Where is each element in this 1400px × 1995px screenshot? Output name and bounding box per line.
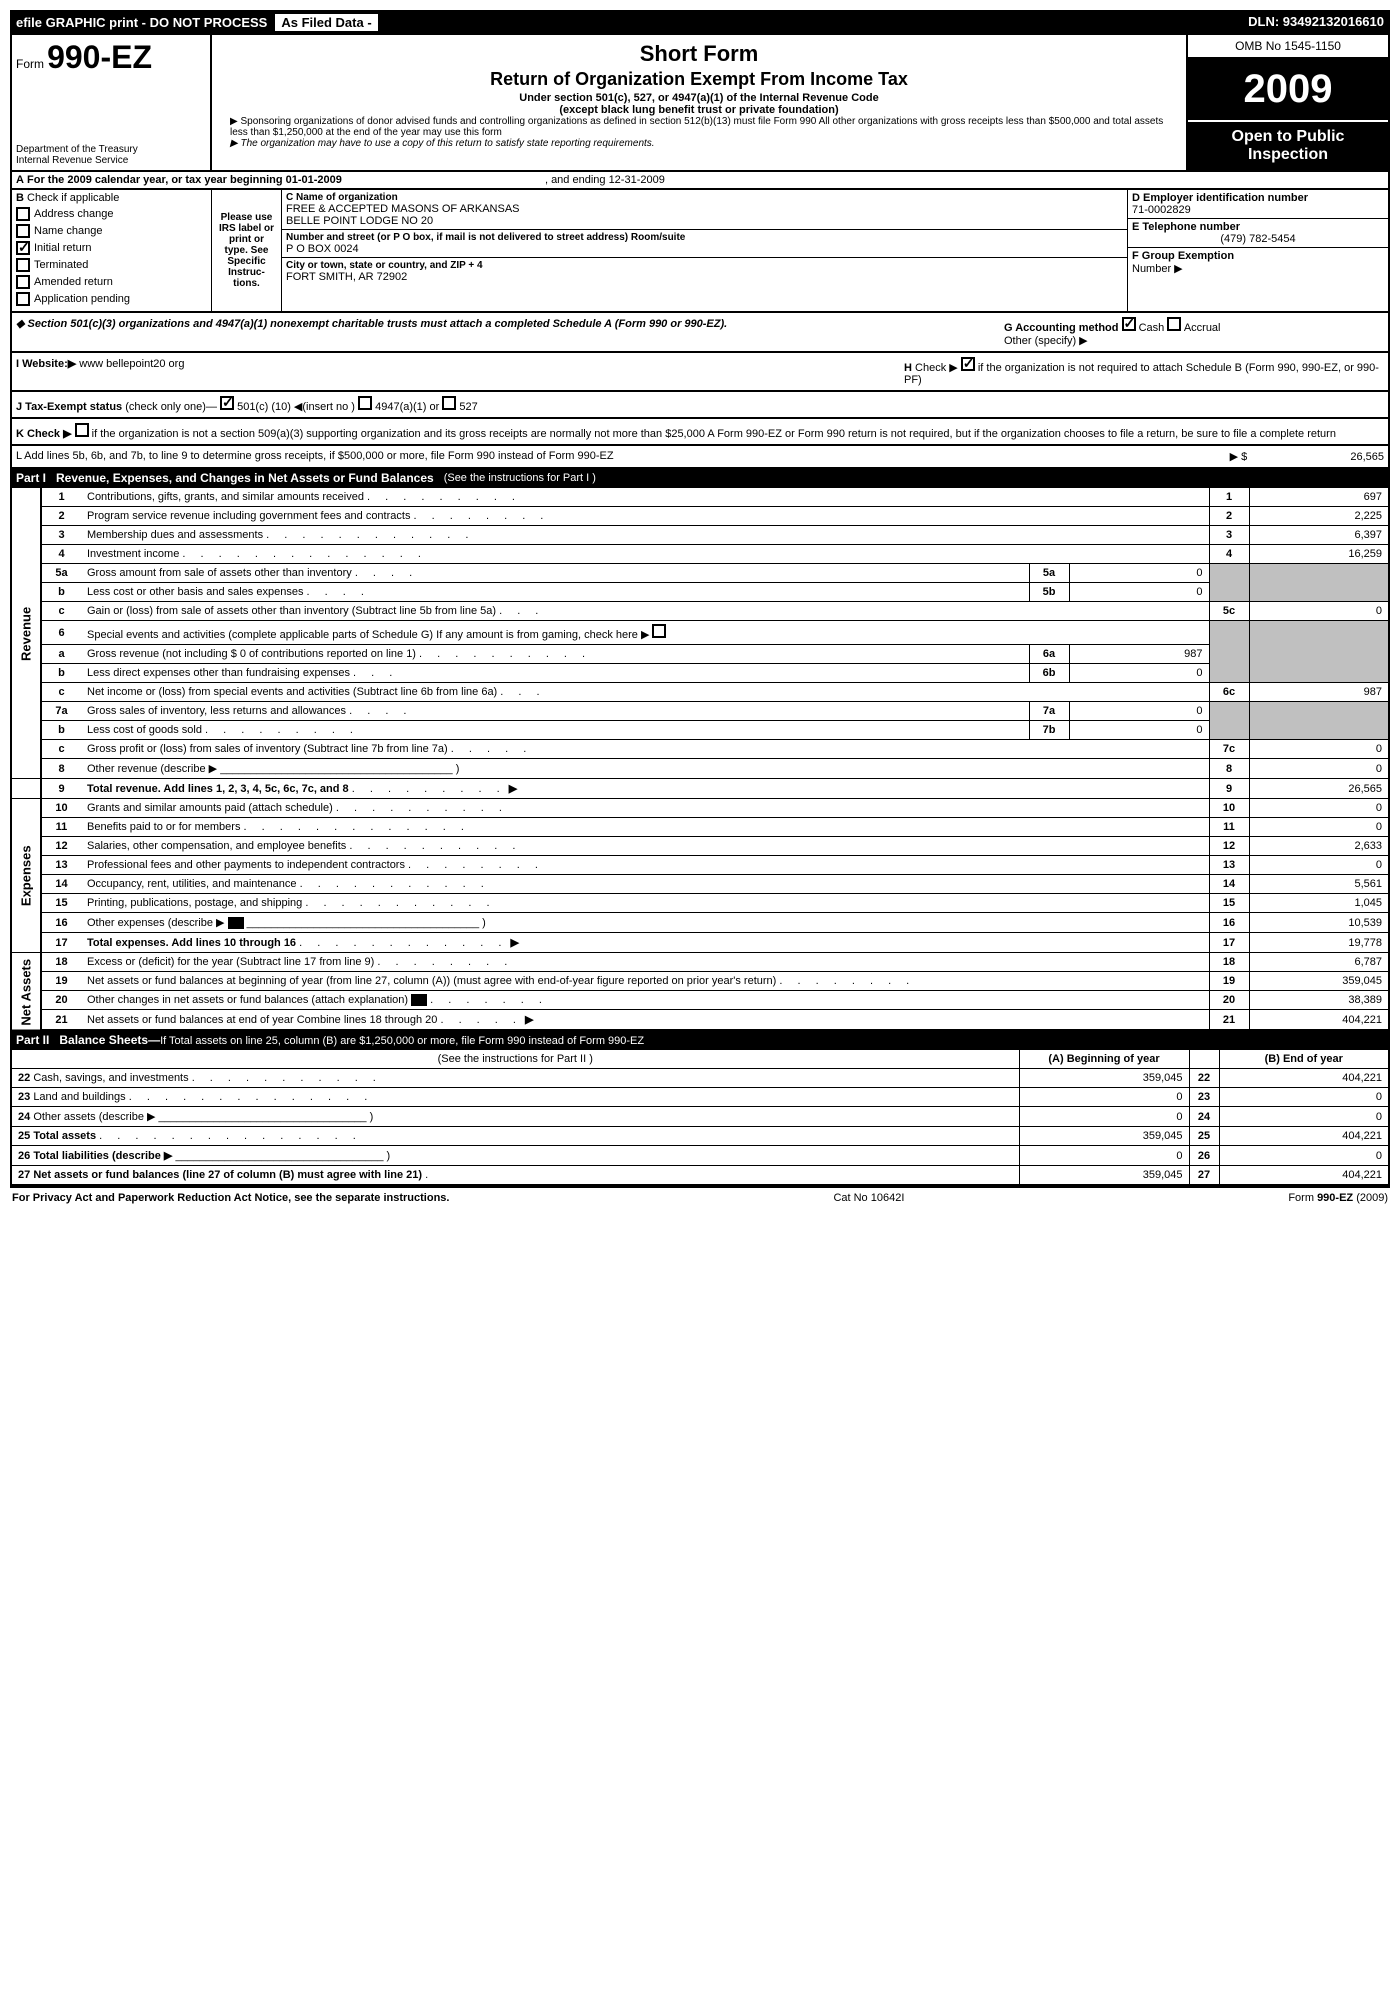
balance-table: (See the instructions for Part II )(A) B… [10,1049,1390,1186]
form-number: 990-EZ [47,39,152,75]
chk-terminated[interactable] [16,258,30,272]
chk-4947[interactable] [358,396,372,410]
part2-header: Part II Balance Sheets—If Total assets o… [10,1031,1390,1049]
note1: ▶ Sponsoring organizations of donor advi… [220,116,1178,138]
note2: ▶ The organization may have to use a cop… [220,138,1178,149]
right-cell: OMB No 1545-1150 2009 Open to Public Ins… [1188,35,1388,170]
chk-501c[interactable] [220,396,234,410]
tax-year: 2009 [1188,59,1388,120]
form-prefix: Form [16,57,44,71]
efile-label: efile GRAPHIC print - DO NOT PROCESS [16,15,267,30]
org-column: C Name of organization FREE & ACCEPTED M… [282,190,1128,311]
row-a: A For the 2009 calendar year, or tax yea… [10,172,1390,190]
info-k: K Check ▶ if the organization is not a s… [10,419,1390,446]
side-revenue: Revenue [11,488,41,779]
label-column: Please use IRS label or print or type. S… [212,190,282,311]
chk-cash[interactable] [1122,317,1136,331]
part1-table: Revenue 1Contributions, gifts, grants, a… [10,487,1390,1031]
main-title: Return of Organization Exempt From Incom… [220,69,1178,90]
short-form: Short Form [220,41,1178,67]
chk-name[interactable] [16,224,30,238]
footer: For Privacy Act and Paperwork Reduction … [10,1186,1390,1208]
dept-treasury: Department of the Treasury [16,144,206,155]
title-cell: Short Form Return of Organization Exempt… [212,35,1188,170]
chk-address[interactable] [16,207,30,221]
side-netassets: Net Assets [11,953,41,1031]
chk-527[interactable] [442,396,456,410]
form-cell: Form 990-EZ Department of the Treasury I… [12,35,212,170]
chk-h[interactable] [961,357,975,371]
form-990ez-page: efile GRAPHIC print - DO NOT PROCESS As … [0,0,1400,1218]
chk-pending[interactable] [16,292,30,306]
dln: DLN: 93492132016610 [1248,14,1384,31]
chk-amended[interactable] [16,275,30,289]
subtitle2: (except black lung benefit trust or priv… [220,104,1178,116]
info-website-h: I Website:▶ www bellepoint20 org H Check… [10,353,1390,392]
chk-initial[interactable] [16,241,30,255]
asfiled-box: As Filed Data - [275,14,377,31]
side-expenses: Expenses [11,799,41,953]
chk-k[interactable] [75,423,89,437]
dept-irs: Internal Revenue Service [16,155,206,166]
subtitle1: Under section 501(c), 527, or 4947(a)(1)… [220,92,1178,104]
chk-accrual[interactable] [1167,317,1181,331]
info-l: L Add lines 5b, 6b, and 7b, to line 9 to… [10,446,1390,469]
info-501c3: ◆ Section 501(c)(3) organizations and 49… [10,313,1390,353]
top-bar: efile GRAPHIC print - DO NOT PROCESS As … [10,10,1390,35]
open-public: Open to Public Inspection [1188,120,1388,170]
omb: OMB No 1545-1150 [1188,35,1388,59]
chk-gaming[interactable] [652,624,666,638]
attach-icon [228,917,244,929]
right-info-column: D Employer identification number 71-0002… [1128,190,1388,311]
info-j: J Tax-Exempt status (check only one)— 50… [10,392,1390,419]
checks-column: B Check if applicable Address change Nam… [12,190,212,311]
header: Form 990-EZ Department of the Treasury I… [10,35,1390,172]
part1-header: Part I Revenue, Expenses, and Changes in… [10,469,1390,487]
attach-icon [411,994,427,1006]
section-b: B Check if applicable Address change Nam… [10,190,1390,313]
